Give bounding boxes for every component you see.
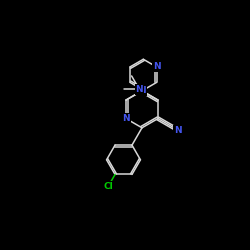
Text: N: N <box>138 86 146 95</box>
Text: Cl: Cl <box>103 182 113 191</box>
Text: N: N <box>122 114 130 123</box>
Text: N: N <box>136 85 143 94</box>
Text: N: N <box>174 126 182 134</box>
Text: N: N <box>153 62 160 72</box>
